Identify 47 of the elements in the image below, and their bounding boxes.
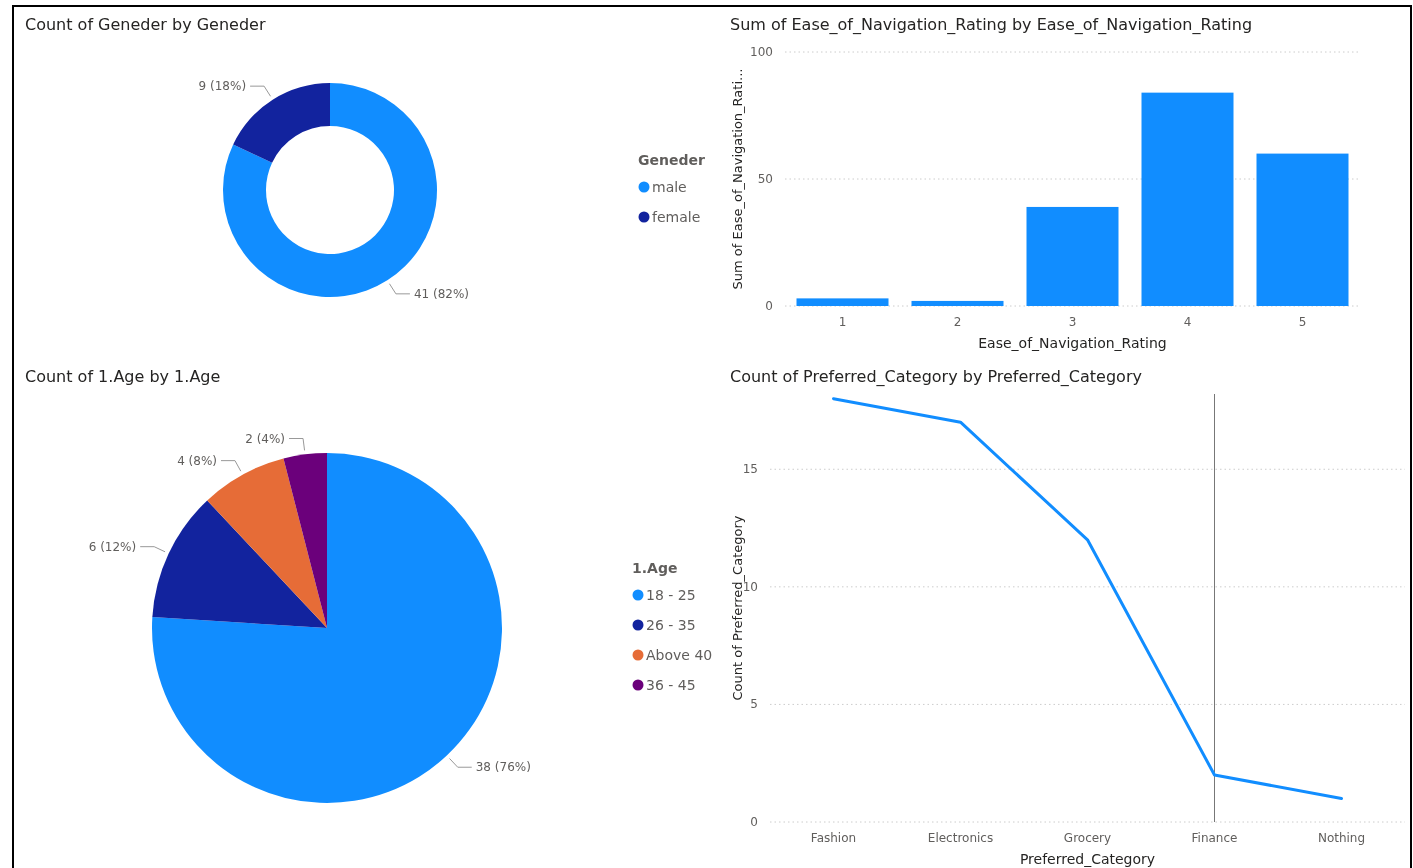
- legend-label: 18 - 25: [646, 587, 696, 603]
- legend-title: 1.Age: [632, 560, 678, 576]
- y-axis-title: Count of Preferred_Category: [730, 515, 745, 701]
- y-tick-label: 100: [750, 45, 773, 59]
- legend-label: 26 - 35: [646, 617, 696, 633]
- x-tick-label: 4: [1183, 315, 1192, 329]
- y-tick-label: 50: [757, 172, 773, 186]
- x-tick-label: Fashion: [810, 831, 857, 845]
- x-tick-label: 5: [1298, 315, 1307, 329]
- bar: [1141, 92, 1234, 306]
- pie-slice: [152, 500, 327, 628]
- legend-label: Above 40: [646, 647, 713, 663]
- chart-title: Count of 1.Age by 1.Age: [25, 367, 221, 386]
- x-tick-label: Grocery: [1063, 831, 1112, 845]
- chart-title: Count of Geneder by Geneder: [25, 15, 266, 34]
- pie-slice: [283, 453, 327, 628]
- data-label: 2 (4%): [245, 431, 286, 446]
- legend-label: female: [652, 209, 701, 225]
- y-tick-label: 0: [765, 299, 773, 313]
- line-series: [832, 397, 1343, 800]
- bar: [1256, 153, 1349, 306]
- y-tick-label: 10: [742, 579, 758, 594]
- x-axis-title: Ease_of_Navigation_Rating: [978, 335, 1167, 351]
- data-label: 4 (8%): [177, 453, 217, 468]
- x-axis-title: Preferred_Category: [1019, 851, 1156, 867]
- x-tick-label: 2: [953, 315, 962, 329]
- y-tick-label: 0: [750, 815, 758, 829]
- bar: [911, 300, 1004, 306]
- data-label: 9 (18%): [198, 79, 247, 94]
- data-label: 38 (76%): [475, 760, 531, 775]
- chart-title: Count of Preferred_Category by Preferred_Category: [730, 367, 1142, 387]
- y-axis-title: Sum of Ease_of_Navigation_Rati...: [730, 68, 745, 290]
- data-label: 41 (82%): [413, 286, 470, 301]
- bar: [1026, 206, 1119, 306]
- legend-title: Geneder: [638, 152, 705, 168]
- x-tick-label: 3: [1068, 315, 1077, 329]
- y-tick-label: 15: [742, 462, 758, 477]
- x-tick-label: Finance: [1191, 831, 1238, 845]
- x-tick-label: Electronics: [927, 831, 994, 845]
- data-label: 6 (12%): [88, 539, 137, 554]
- bar: [796, 298, 889, 306]
- x-tick-label: 1: [838, 315, 847, 329]
- x-tick-label: Nothing: [1317, 831, 1366, 845]
- legend-label: male: [652, 179, 687, 195]
- y-tick-label: 5: [750, 697, 758, 712]
- legend-label: 36 - 45: [646, 677, 696, 693]
- chart-title: Sum of Ease_of_Navigation_Rating by Ease_of_Navigation_Rating: [730, 15, 1253, 35]
